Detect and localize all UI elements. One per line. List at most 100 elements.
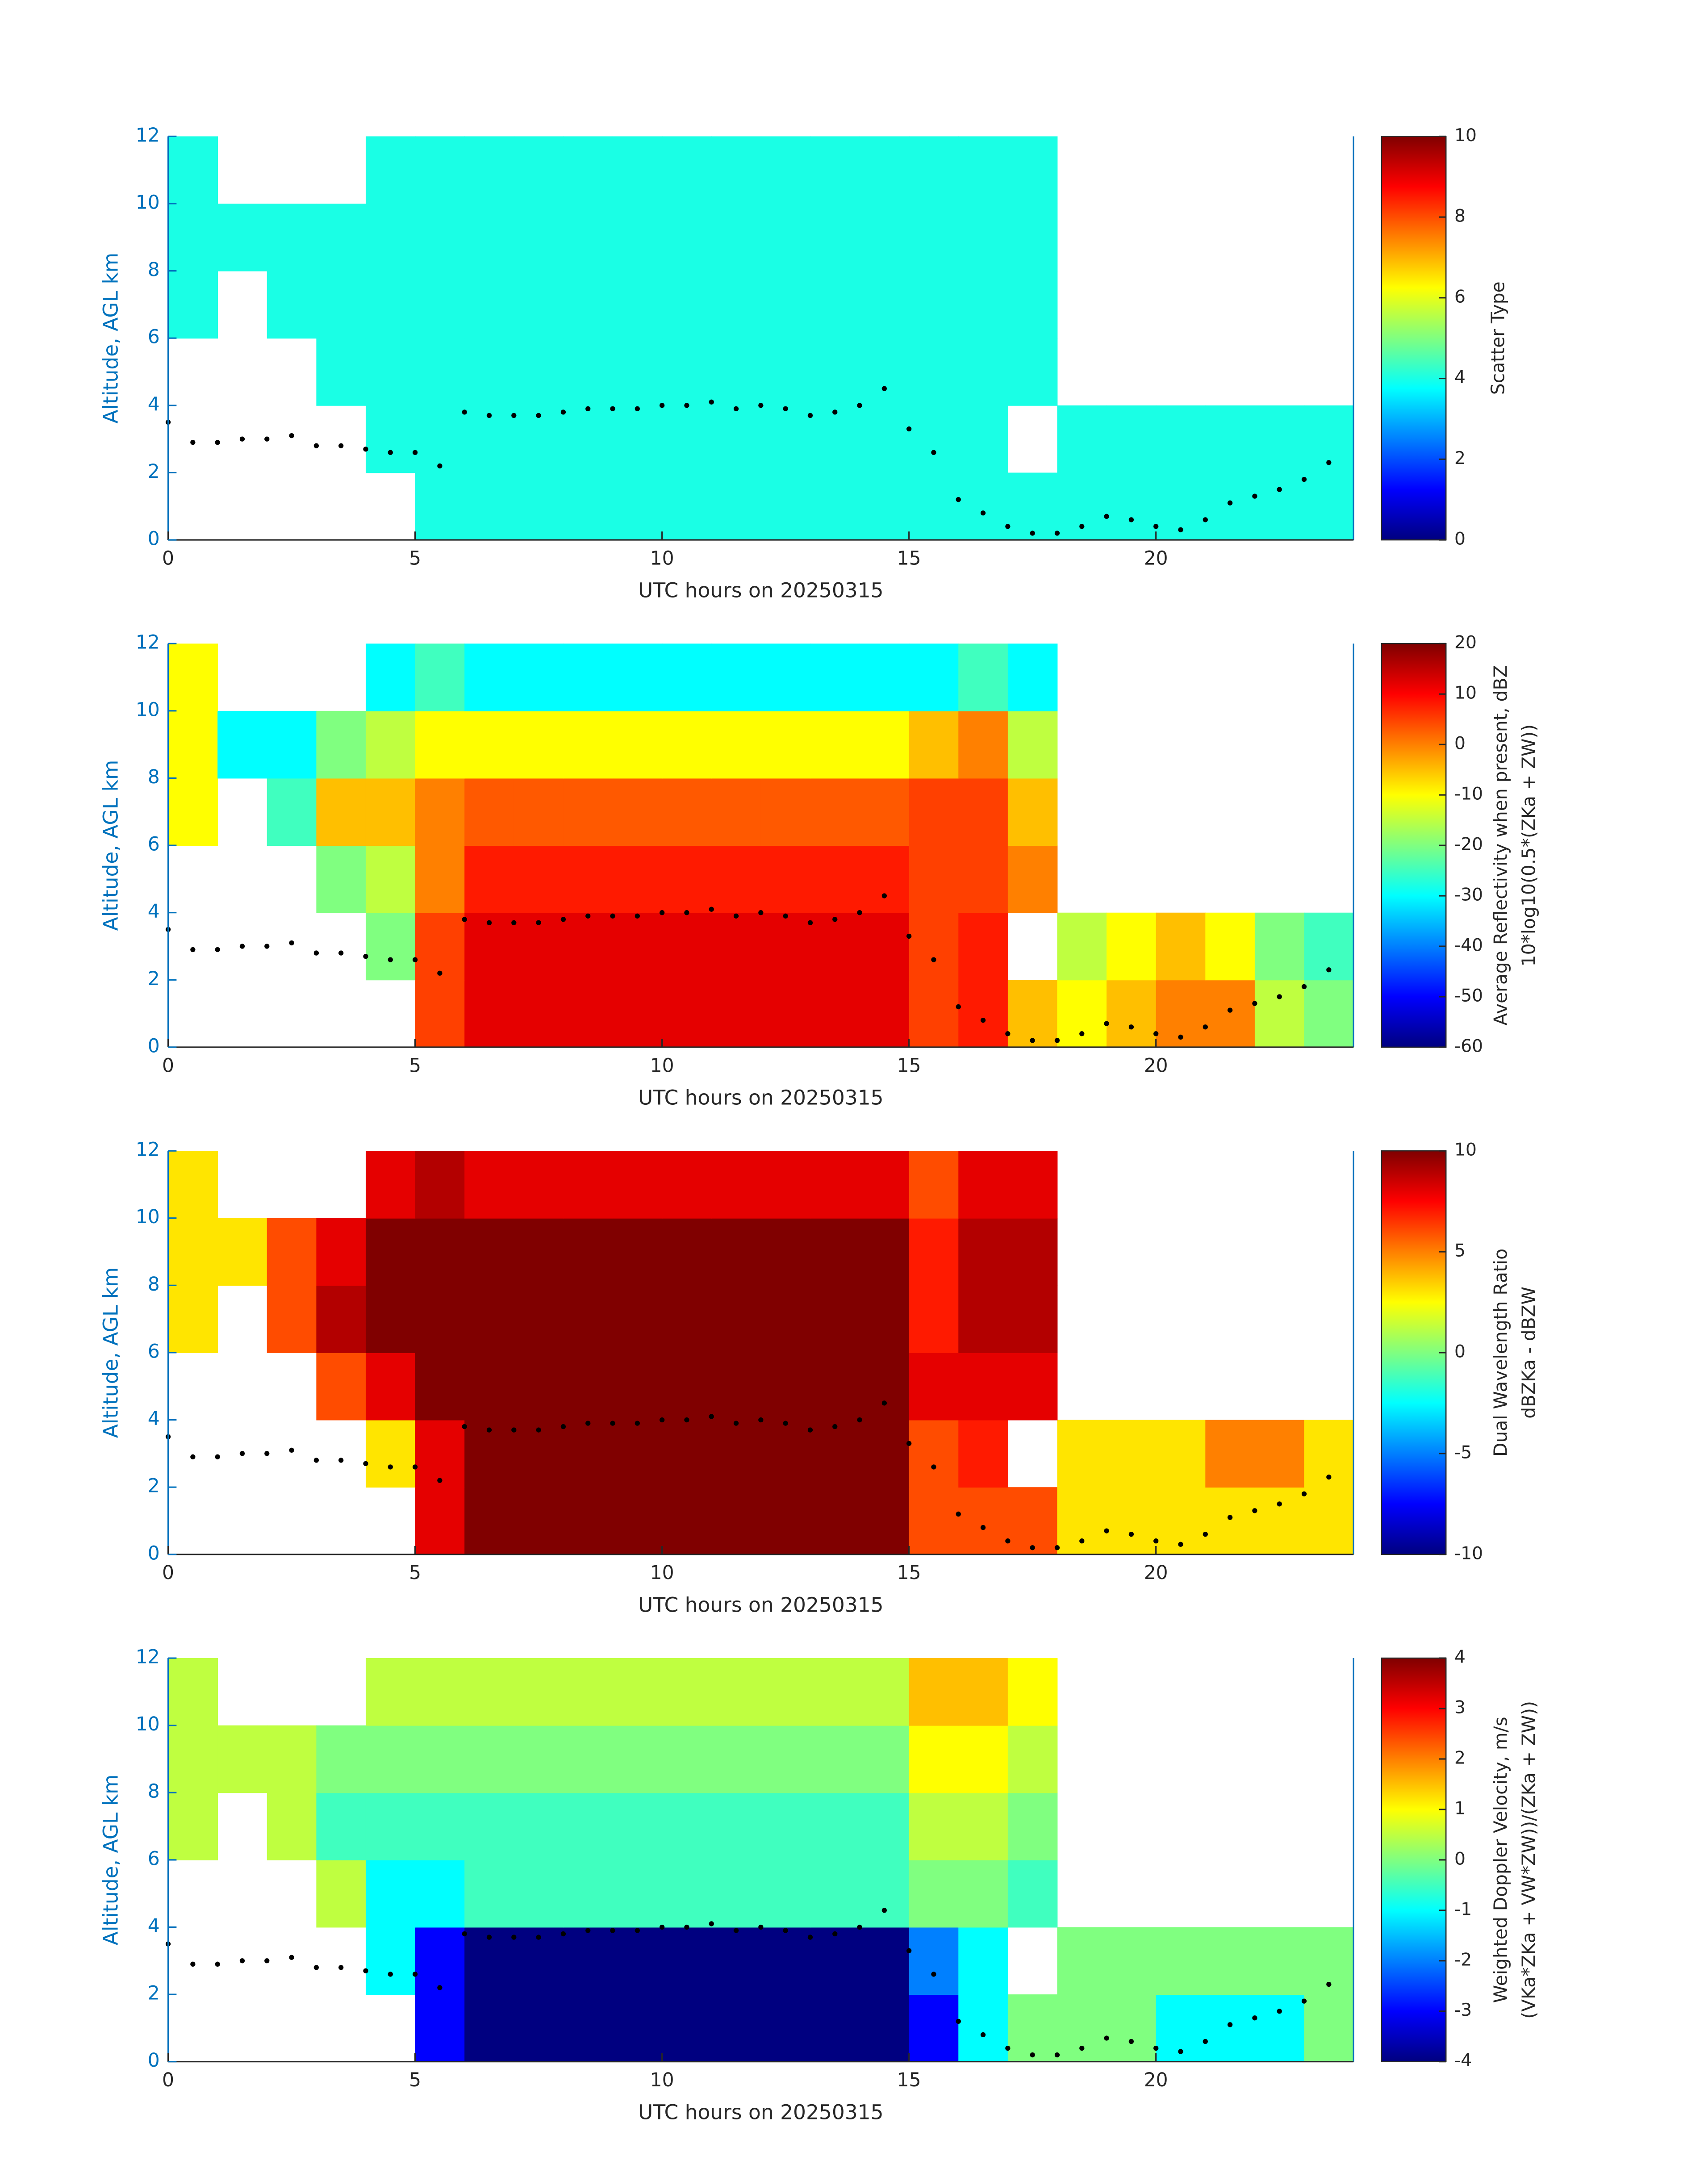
overlay-dot xyxy=(758,910,764,915)
overlay-dot xyxy=(881,386,887,391)
heatmap-cell xyxy=(1205,980,1255,1048)
colorbar-tick-label: 0 xyxy=(1454,1341,1466,1362)
heatmap-cell xyxy=(662,1218,712,1286)
overlay-dot xyxy=(585,1421,591,1426)
heatmap-cell xyxy=(958,1927,1008,1995)
heatmap-cell xyxy=(365,203,416,272)
heatmap-cell xyxy=(613,980,663,1048)
overlay-dot xyxy=(1079,2045,1085,2051)
overlay-dot xyxy=(486,413,492,418)
heatmap-cell xyxy=(464,1151,514,1219)
overlay-dot xyxy=(635,1928,640,1933)
overlay-dot xyxy=(733,913,739,919)
heatmap-cell xyxy=(909,338,959,406)
heatmap-cell xyxy=(563,912,613,981)
overlay-dot xyxy=(585,406,591,411)
heatmap-cell xyxy=(958,1793,1008,1860)
y-tick-label: 2 xyxy=(148,968,160,990)
heatmap-cell xyxy=(810,1725,860,1793)
overlay-dot xyxy=(1178,2049,1183,2054)
heatmap-cell xyxy=(711,136,761,204)
heatmap-cell xyxy=(810,1793,860,1860)
heatmap-cell xyxy=(860,1218,910,1286)
heatmap-cell xyxy=(514,271,564,339)
heatmap-cell xyxy=(909,1487,959,1555)
y-tick-label: 2 xyxy=(148,460,160,482)
heatmap-cell xyxy=(711,271,761,339)
heatmap-cell xyxy=(168,1218,218,1286)
heatmap-cell xyxy=(958,1725,1008,1793)
heatmap-cell xyxy=(860,203,910,272)
y-tick-label: 8 xyxy=(148,766,160,788)
colorbar-tick-label: 1 xyxy=(1454,1798,1466,1818)
heatmap-cell xyxy=(316,271,366,339)
x-tick-label: 20 xyxy=(1144,1054,1168,1076)
heatmap-cell xyxy=(267,778,317,846)
colorbar xyxy=(1381,643,1447,1048)
colorbar-tick-label: -5 xyxy=(1454,1442,1472,1462)
overlay-dot xyxy=(388,450,393,455)
overlay-dot xyxy=(684,1924,689,1930)
overlay-dot xyxy=(1301,984,1307,990)
heatmap-cell xyxy=(860,338,910,406)
heatmap-cell xyxy=(415,1420,465,1488)
heatmap-cell xyxy=(1057,472,1107,540)
overlay-dot xyxy=(832,917,838,922)
colorbar-tick-label: -4 xyxy=(1454,2051,1472,2071)
heatmap-cell xyxy=(415,1793,465,1860)
overlay-dot xyxy=(956,497,961,502)
heatmap-cell xyxy=(860,1151,910,1219)
heatmap-cell xyxy=(958,1151,1008,1219)
x-tick-label: 15 xyxy=(897,2069,921,2091)
overlay-dot xyxy=(857,1924,862,1930)
overlay-dot xyxy=(610,913,615,919)
overlay-dot xyxy=(1301,1998,1307,2004)
colorbar-label: Scatter Type xyxy=(1487,281,1508,395)
heatmap-cell xyxy=(662,271,712,339)
heatmap-cell xyxy=(563,136,613,204)
heatmap-cell xyxy=(711,1151,761,1219)
x-axis-label: UTC hours on 20250315 xyxy=(638,579,884,602)
colorbar-tick-label: -40 xyxy=(1454,936,1483,956)
overlay-dot xyxy=(190,1961,196,1967)
heatmap-cell xyxy=(563,778,613,846)
heatmap-cell xyxy=(958,980,1008,1048)
heatmap-cell xyxy=(415,912,465,981)
overlay-dot xyxy=(956,1004,961,1010)
overlay-dot xyxy=(462,409,467,415)
heatmap-cell xyxy=(613,1927,663,1995)
heatmap-cell xyxy=(810,203,860,272)
heatmap-cell xyxy=(958,472,1008,540)
heatmap-cell xyxy=(613,1218,663,1286)
heatmap-cell xyxy=(514,980,564,1048)
heatmap-cell xyxy=(1057,405,1107,473)
heatmap-cell xyxy=(810,980,860,1048)
colorbar-tick-label: 4 xyxy=(1454,368,1466,388)
overlay-dot xyxy=(1054,2052,1060,2058)
heatmap-cell xyxy=(415,136,465,204)
colorbar-tick-label: 4 xyxy=(1454,1647,1466,1667)
overlay-dot xyxy=(437,1478,443,1483)
heatmap-cell xyxy=(1205,1927,1255,1995)
y-tick-label: 0 xyxy=(148,1035,160,1057)
heatmap-cell xyxy=(860,1859,910,1928)
y-tick-label: 2 xyxy=(148,1475,160,1497)
colorbar-tick-label: 20 xyxy=(1454,633,1477,653)
overlay-dot xyxy=(363,447,368,452)
overlay-dot xyxy=(709,1921,714,1926)
heatmap-cell xyxy=(662,1285,712,1353)
overlay-dot xyxy=(486,920,492,925)
overlay-dot xyxy=(264,436,270,442)
overlay-dot xyxy=(388,1464,393,1470)
colorbar-tick-label: 6 xyxy=(1454,287,1466,307)
overlay-dot xyxy=(1005,2045,1011,2051)
heatmap-cell xyxy=(760,643,811,711)
heatmap-cell xyxy=(365,1218,416,1286)
heatmap-cell xyxy=(860,1793,910,1860)
heatmap-cell xyxy=(1057,912,1107,981)
heatmap-cell xyxy=(860,136,910,204)
overlay-dot xyxy=(338,1458,344,1463)
y-tick-label: 10 xyxy=(136,1206,160,1228)
heatmap-cell xyxy=(958,912,1008,981)
heatmap-cell xyxy=(514,338,564,406)
